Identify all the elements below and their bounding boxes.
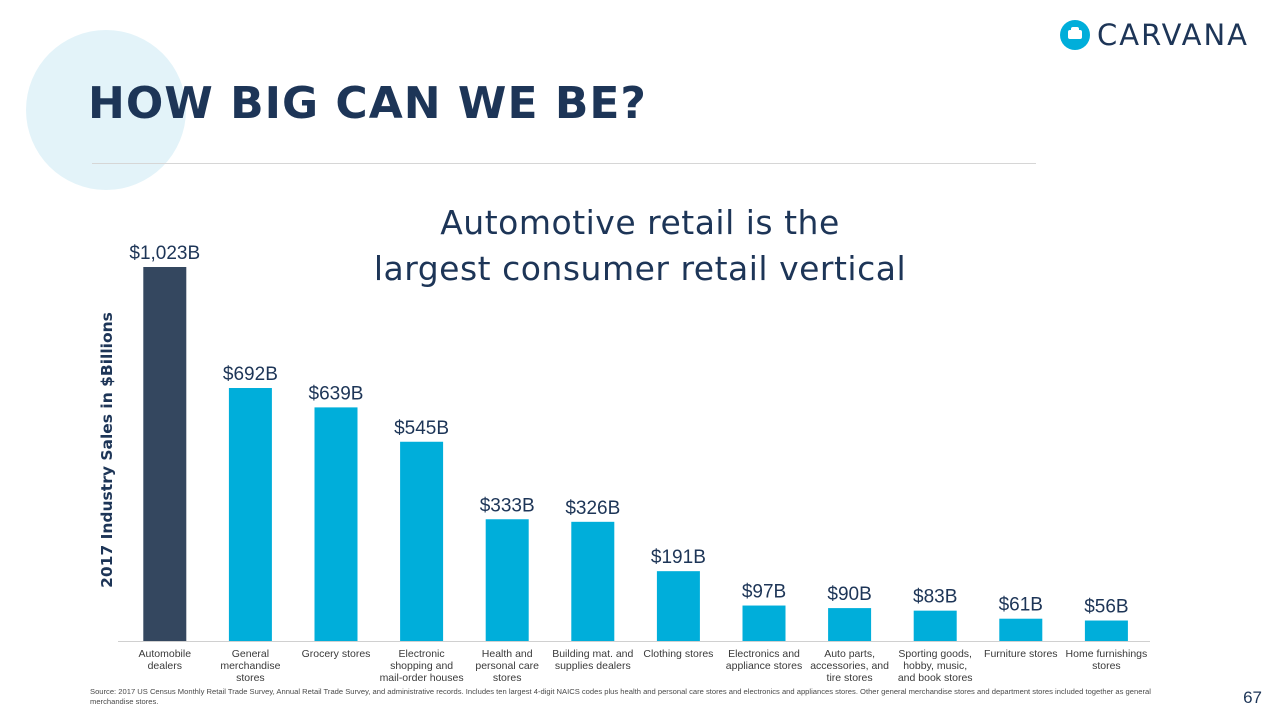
bar-value-label: $545B <box>394 418 449 439</box>
bar-value-label: $639B <box>309 383 364 404</box>
bar <box>143 267 187 641</box>
bar <box>485 519 529 641</box>
bar <box>656 571 700 641</box>
bar-value-label: $97B <box>742 582 786 603</box>
slide-title: HOW BIG CAN WE BE? <box>88 78 647 129</box>
page-number: 67 <box>1243 688 1262 707</box>
category-label: Clothing stores <box>643 648 713 660</box>
car-icon <box>1060 20 1090 50</box>
bar <box>228 388 272 641</box>
subtitle-line-2: largest consumer retail vertical <box>373 249 907 288</box>
bar-value-label: $1,023B <box>129 243 200 264</box>
bar-chart: $1,023B Automobile dealers $692B General merc… <box>118 243 1150 684</box>
category-label: Sporting goods, hobby, music, and book sto… <box>898 648 973 684</box>
bar-value-label: $61B <box>999 595 1043 616</box>
category-label: Auto parts, accessories, and tire stores <box>810 648 889 684</box>
carvana-logo: CARVANA <box>1060 18 1249 52</box>
bar <box>314 407 358 641</box>
title-divider <box>92 163 1036 164</box>
bar <box>1084 620 1128 641</box>
bar-value-label: $56B <box>1084 597 1128 618</box>
bar <box>999 618 1043 641</box>
bar <box>828 608 872 641</box>
bar-value-label: $191B <box>651 547 706 568</box>
bar-value-label: $326B <box>565 498 620 519</box>
bar <box>742 605 786 641</box>
category-label: Health and personal care stores <box>475 648 539 684</box>
category-label: Automobile dealers <box>139 648 192 672</box>
category-label: Furniture stores <box>984 648 1058 660</box>
category-label: Electronic shopping and mail-order houses <box>380 648 464 684</box>
slide-subtitle: Automotive retail is the largest consume… <box>360 200 920 292</box>
bar-value-label: $333B <box>480 495 535 516</box>
category-label: Building mat. and supplies dealers <box>552 648 633 672</box>
bar <box>913 610 957 641</box>
bar <box>571 521 615 641</box>
source-footnote: Source: 2017 US Census Monthly Retail Tr… <box>90 687 1151 706</box>
category-label: Grocery stores <box>302 648 371 660</box>
bar-value-label: $692B <box>223 364 278 385</box>
bar <box>400 441 444 641</box>
bar-value-label: $90B <box>827 584 871 605</box>
logo-text: CARVANA <box>1097 18 1250 52</box>
subtitle-line-1: Automotive retail is the <box>440 203 840 242</box>
bar-value-label: $83B <box>913 587 957 608</box>
category-label: Electronics and appliance stores <box>726 648 802 672</box>
category-label: General merchandise stores <box>220 648 280 684</box>
category-label: Home furnishings stores <box>1066 648 1148 672</box>
